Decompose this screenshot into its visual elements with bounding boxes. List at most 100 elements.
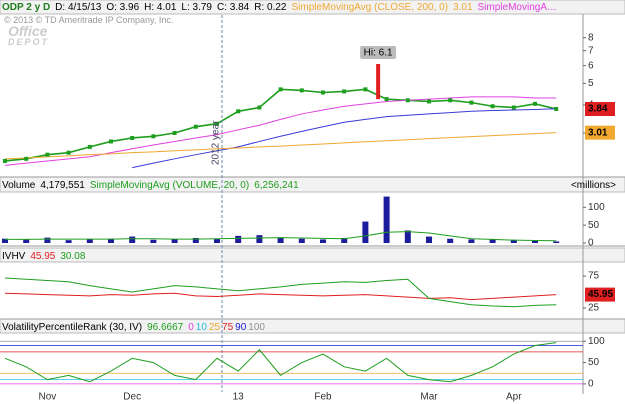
value: 4,179,551 — [40, 180, 85, 191]
candle — [448, 98, 453, 103]
volume-bar — [277, 237, 284, 243]
volume-bar — [235, 235, 242, 243]
series-line — [4, 277, 557, 308]
candle — [321, 90, 325, 95]
x-tick-label: Apr — [506, 392, 522, 403]
volume-bar — [65, 240, 72, 243]
series-line — [4, 132, 557, 160]
candle — [427, 99, 431, 104]
candle — [109, 139, 113, 144]
candle — [193, 124, 198, 129]
divider-label: 2012 year — [211, 120, 222, 165]
candle — [45, 152, 50, 157]
low: L: 3.79 — [181, 2, 212, 13]
volume-bar — [404, 230, 411, 243]
volume-bar — [362, 221, 369, 243]
value-label: 3.84 — [588, 104, 608, 115]
y-tick-label: 5 — [588, 78, 594, 89]
legend-value: 6,256,241 — [254, 180, 299, 191]
level-label: 10 — [195, 322, 207, 333]
date: D: 4/15/13 — [55, 2, 102, 13]
candle — [257, 105, 262, 110]
volume-bar — [553, 241, 560, 243]
candle — [469, 100, 474, 105]
candle — [3, 158, 7, 163]
candle — [215, 121, 219, 126]
volume-bar — [341, 238, 348, 243]
volume-bar — [510, 239, 517, 243]
legend: SimpleMovingAvg (CLOSE, 200, 0) — [291, 2, 449, 13]
candle — [66, 150, 71, 155]
candle — [342, 89, 347, 94]
x-tick-label: Dec — [123, 392, 141, 403]
level-label: 0 — [188, 322, 194, 333]
y-tick-label: 100 — [588, 202, 605, 213]
legend: SimpleMovingAvg (VOLUME, 20, 0) — [89, 180, 250, 191]
high: H: 4.01 — [144, 2, 177, 13]
y-tick-label: 50 — [588, 357, 600, 368]
candle — [130, 135, 135, 140]
value-box — [585, 287, 615, 302]
candle — [87, 144, 92, 149]
y-tick-label: 25 — [588, 303, 600, 314]
candle — [384, 97, 389, 102]
series-line — [5, 231, 557, 242]
candle — [172, 130, 177, 135]
legend-value: 45.95 — [30, 251, 56, 262]
y-tick-label: 6 — [588, 60, 594, 71]
range: R: 0.22 — [254, 2, 287, 13]
y-tick-label: 8 — [588, 32, 594, 43]
price-header: ODP 2 y D D: 4/15/13 O: 3.96 H: 4.01 L: … — [2, 1, 602, 14]
y-tick-label: 0 — [588, 379, 594, 390]
volume-bar — [298, 238, 305, 243]
annotation-box — [360, 46, 397, 60]
candle — [533, 101, 537, 106]
x-tick-label: 13 — [233, 392, 245, 403]
x-tick-label: Feb — [314, 392, 332, 403]
value-label: 3.01 — [588, 127, 608, 138]
volume-bar — [108, 238, 114, 243]
level-label: 75 — [222, 322, 234, 333]
candle — [490, 104, 495, 109]
volume-header: Volume 4,179,551 SimpleMovingAvg (VOLUME… — [2, 179, 622, 192]
volume-bar — [150, 239, 157, 243]
volume-bar — [383, 196, 390, 243]
volume-bar — [129, 236, 136, 243]
close: C: 3.84 — [216, 2, 250, 13]
vpr-header: VolatilityPercentileRank (30, IV) 96.666… — [2, 321, 402, 334]
volume-bar — [192, 238, 199, 243]
logo: Office DEPOT — [8, 23, 50, 48]
volume-bar — [44, 237, 51, 243]
candle — [554, 106, 559, 111]
logo-bottom: DEPOT — [8, 37, 50, 47]
annotation: Hi: 6.1 — [364, 48, 393, 59]
value-box — [585, 125, 615, 140]
series-line — [4, 342, 557, 383]
volume-bar — [2, 238, 8, 243]
volume-bar — [171, 239, 178, 243]
volume-bar — [532, 240, 538, 243]
candle — [151, 134, 156, 139]
series-line — [4, 292, 557, 301]
title: VolatilityPercentileRank (30, IV) — [2, 322, 143, 333]
y-tick-label: 50 — [588, 220, 600, 231]
header-bg — [0, 0, 625, 15]
logo-top: Office — [8, 23, 48, 39]
symbol: ODP 2 y D — [2, 2, 51, 13]
volume-bar — [468, 239, 475, 243]
header-bg — [0, 247, 625, 263]
volume-bar — [489, 239, 496, 243]
series-line — [4, 96, 557, 166]
volume-bar — [447, 238, 454, 243]
volume-bar — [214, 239, 220, 243]
volume-bar — [23, 239, 30, 243]
volume-bar — [320, 239, 326, 243]
candle — [511, 105, 516, 110]
series-line — [4, 88, 557, 162]
x-tick-label: Nov — [39, 392, 57, 403]
open: O: 3.96 — [106, 2, 140, 13]
volume-bar — [86, 239, 93, 243]
value-box — [585, 101, 615, 116]
